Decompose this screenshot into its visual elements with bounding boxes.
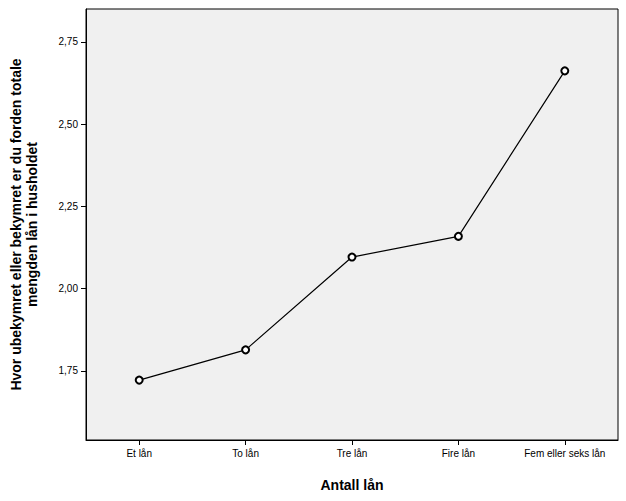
svg-text:Et lån: Et lån <box>126 448 152 459</box>
svg-text:Fire lån: Fire lån <box>442 448 475 459</box>
svg-text:Hvor ubekymret eller bekymret: Hvor ubekymret eller bekymret er du ford… <box>8 58 24 390</box>
svg-text:1,75: 1,75 <box>59 365 79 376</box>
svg-text:Tre lån: Tre lån <box>337 448 368 459</box>
svg-text:2,50: 2,50 <box>59 119 79 130</box>
svg-text:To lån: To lån <box>232 448 259 459</box>
svg-text:Fem eller seks lån: Fem eller seks lån <box>524 448 605 459</box>
svg-text:2,25: 2,25 <box>59 201 79 212</box>
svg-text:Antall lån: Antall lån <box>320 477 383 493</box>
svg-text:2,00: 2,00 <box>59 283 79 294</box>
svg-text:2,75: 2,75 <box>59 36 79 47</box>
svg-text:mengden lån i husholdet: mengden lån i husholdet <box>24 142 40 307</box>
